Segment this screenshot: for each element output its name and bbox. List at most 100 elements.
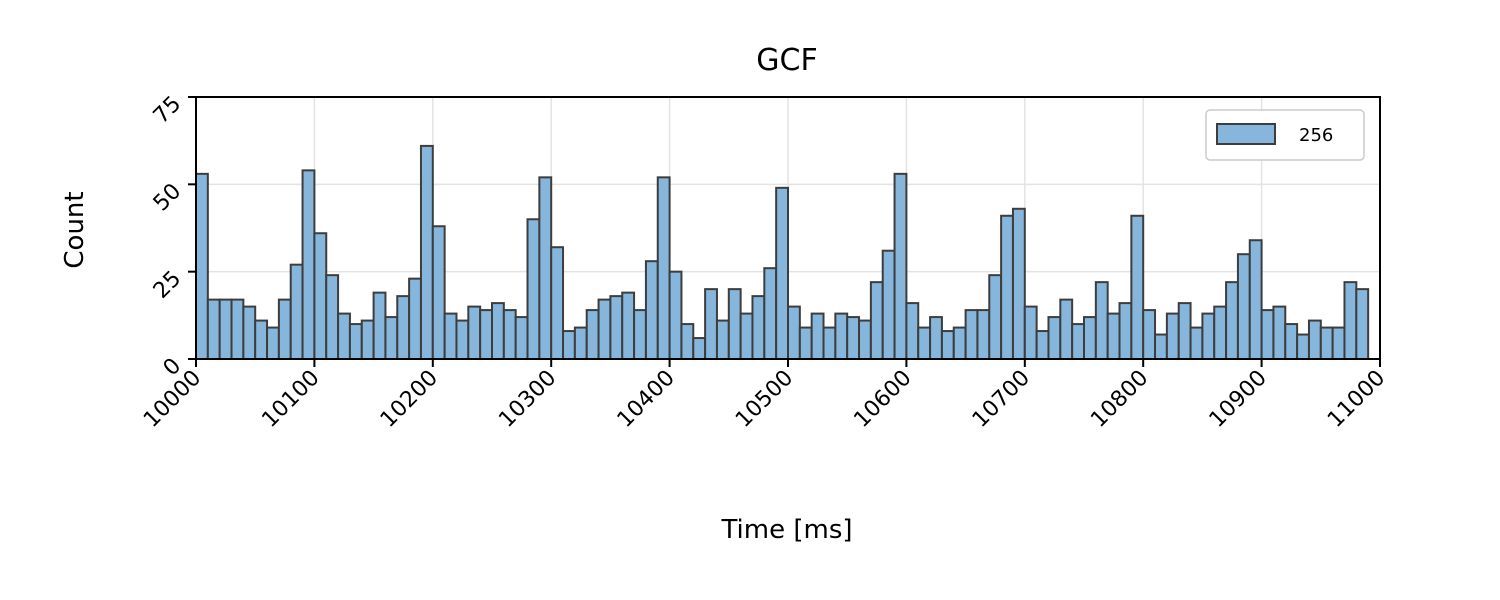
histogram-bar bbox=[1071, 323, 1086, 361]
histogram-bar bbox=[715, 319, 730, 360]
legend-swatch bbox=[1216, 123, 1276, 145]
histogram-bar bbox=[289, 263, 304, 360]
histogram-bar bbox=[1035, 330, 1050, 361]
histogram-bar bbox=[633, 309, 647, 360]
histogram-bar bbox=[763, 267, 778, 361]
histogram-bar bbox=[1000, 214, 1014, 360]
histogram-bar bbox=[1343, 281, 1358, 360]
histogram-bar bbox=[1307, 319, 1322, 360]
histogram-bar bbox=[301, 169, 316, 360]
histogram-bar bbox=[1355, 288, 1370, 360]
histogram-bar bbox=[502, 309, 517, 360]
histogram-bar bbox=[893, 172, 908, 360]
histogram-bar bbox=[266, 326, 280, 360]
histogram-bar bbox=[1225, 281, 1239, 360]
histogram-bar bbox=[1189, 326, 1204, 360]
histogram-bar bbox=[1059, 298, 1074, 361]
histogram-bar bbox=[585, 309, 600, 360]
histogram-bar bbox=[1248, 239, 1263, 360]
x-tick-label: 10300 bbox=[494, 366, 561, 433]
histogram-bar bbox=[846, 316, 861, 360]
histogram-bar bbox=[325, 274, 340, 360]
histogram-bar bbox=[704, 288, 718, 360]
histogram-bar bbox=[1118, 302, 1133, 360]
x-tick-label: 10400 bbox=[613, 366, 680, 433]
histogram-bar bbox=[810, 312, 825, 361]
histogram-bar bbox=[1177, 302, 1192, 360]
histogram-bar bbox=[396, 295, 411, 360]
histogram-bar bbox=[787, 305, 801, 361]
y-tick-label: 25 bbox=[149, 266, 186, 303]
histogram-bar bbox=[822, 326, 837, 360]
histogram-bar bbox=[1296, 333, 1310, 360]
x-tick-label: 10200 bbox=[376, 366, 443, 433]
histogram-bar bbox=[940, 330, 955, 361]
histogram-bar bbox=[976, 309, 991, 360]
histogram-bar bbox=[443, 312, 458, 361]
histogram-bar bbox=[680, 323, 695, 361]
histogram-bar bbox=[1142, 309, 1157, 360]
histogram-bar bbox=[834, 312, 849, 361]
histogram-bar bbox=[538, 176, 553, 360]
histogram-bar bbox=[573, 326, 588, 360]
histogram-bar bbox=[467, 305, 482, 361]
histogram-bar bbox=[1201, 312, 1216, 361]
histogram-bar bbox=[1331, 326, 1346, 360]
x-tick-label: 10600 bbox=[849, 366, 916, 433]
x-axis-ticks: 10000 10100 10200 10300 10400 10500 10600 10700… bbox=[139, 359, 1390, 433]
histogram-bar bbox=[195, 172, 209, 360]
histogram-bar bbox=[751, 295, 766, 360]
histogram-bar bbox=[1272, 305, 1287, 361]
x-tick-label: 10700 bbox=[968, 366, 1035, 433]
x-tick-label: 10500 bbox=[731, 366, 798, 433]
histogram-bar bbox=[1011, 207, 1026, 360]
histogram-bar bbox=[479, 309, 494, 360]
histogram-bar bbox=[692, 337, 707, 361]
legend-label: 256 bbox=[1299, 125, 1333, 146]
histogram-bar bbox=[1130, 214, 1145, 360]
x-tick-label: 11000 bbox=[1323, 366, 1390, 433]
histogram-bar bbox=[277, 298, 292, 361]
histogram-bar bbox=[798, 326, 813, 360]
histogram-bar bbox=[1319, 326, 1334, 360]
histogram-bar bbox=[609, 295, 624, 360]
histogram-bar bbox=[656, 176, 671, 360]
histogram-bar bbox=[254, 319, 269, 360]
histogram-bar bbox=[514, 316, 529, 360]
histogram-bar bbox=[881, 249, 896, 360]
histogram-bar bbox=[1023, 305, 1038, 361]
histogram-bar bbox=[727, 288, 742, 360]
histogram-bar bbox=[1260, 309, 1275, 360]
histogram-bar bbox=[206, 298, 221, 361]
histogram-bar bbox=[360, 319, 375, 360]
histogram-bar bbox=[1284, 323, 1299, 361]
histogram-bar bbox=[739, 312, 754, 361]
histogram-bar bbox=[1165, 312, 1180, 361]
histogram-bar bbox=[917, 326, 932, 360]
histogram-bar bbox=[964, 309, 979, 360]
histogram-bar bbox=[1236, 253, 1251, 360]
histogram-bar bbox=[242, 305, 257, 361]
x-axis-label: Time [ms] bbox=[720, 515, 852, 545]
histogram-bar bbox=[550, 246, 565, 360]
histogram-bar bbox=[929, 316, 943, 360]
x-tick-label: 10100 bbox=[257, 366, 324, 433]
histogram-bar bbox=[668, 270, 683, 360]
histogram-bar bbox=[526, 218, 541, 360]
histogram-bar bbox=[597, 298, 612, 361]
histogram-bar bbox=[775, 186, 789, 360]
histogram-bar bbox=[869, 281, 884, 360]
histogram-bar bbox=[348, 323, 363, 361]
histogram-bar bbox=[1106, 312, 1121, 361]
histogram-bar bbox=[455, 319, 470, 360]
histogram-bar bbox=[491, 302, 505, 360]
histogram-bar bbox=[431, 225, 446, 360]
histogram-bar bbox=[230, 298, 245, 361]
histogram-bar bbox=[313, 232, 328, 361]
histogram-bar bbox=[1083, 316, 1097, 360]
histogram-bar bbox=[1213, 305, 1228, 361]
histogram-bars bbox=[195, 144, 1370, 361]
histogram-bar bbox=[218, 298, 233, 361]
